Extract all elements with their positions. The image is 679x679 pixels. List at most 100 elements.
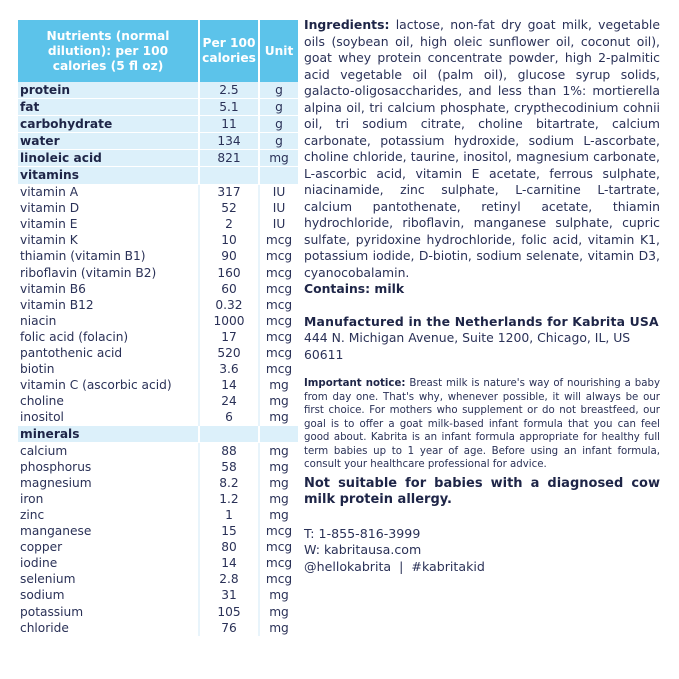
nutrient-value: 821 — [198, 149, 259, 168]
nutrient-value — [198, 425, 259, 444]
nutrient-unit: g — [258, 115, 298, 134]
nutrient-row: choline 24 mg — [18, 393, 298, 410]
nutrient-unit: mcg — [258, 361, 298, 378]
nutrient-value: 11 — [198, 115, 259, 134]
nutrient-value: 317 — [198, 184, 259, 201]
nutrient-value: 520 — [198, 345, 259, 362]
nutrient-row: biotin 3.6 mcg — [18, 361, 298, 378]
nutrient-name: vitamins — [18, 166, 199, 185]
section-header-row: minerals — [18, 425, 298, 444]
nutrient-row: vitamin D 52 IU — [18, 200, 298, 217]
nutrient-unit: g — [258, 132, 298, 151]
nutrient-row: potassium 105 mg — [18, 604, 298, 621]
nutrient-value: 1000 — [198, 313, 259, 330]
nutrient-unit: mcg — [258, 571, 298, 588]
nutrient-name: copper — [20, 540, 63, 555]
header-unit: Unit — [259, 20, 298, 82]
nutrient-value: 14 — [198, 377, 259, 394]
nutrient-value: 8.2 — [198, 475, 259, 492]
nutrient-unit: mg — [258, 587, 298, 604]
nutrient-unit: mcg — [258, 248, 298, 266]
nutrient-name: calcium — [20, 443, 68, 458]
nutrient-value: 58 — [198, 459, 259, 476]
nutrient-value: 160 — [198, 265, 259, 282]
allergen-contains: Contains: milk — [304, 281, 405, 296]
nutrient-value: 90 — [198, 248, 259, 266]
header-per-100-calories: Per 100 calories — [199, 20, 260, 82]
nutrient-unit: mcg — [258, 523, 298, 540]
nutrient-row: iron 1.2 mg — [18, 491, 298, 508]
nutrient-unit: mcg — [258, 281, 298, 298]
nutrient-unit: mg — [258, 377, 298, 394]
nutrient-name: pantothenic acid — [20, 346, 123, 361]
nutrient-name: magnesium — [20, 475, 92, 490]
nutrient-name: vitamin K — [20, 233, 78, 248]
nutrient-unit: mg — [258, 507, 298, 524]
contact-info: T: 1-855-816-3999 W: kabritausa.com @hel… — [304, 526, 660, 576]
important-notice: Important notice: Breast milk is nature'… — [304, 377, 660, 472]
nutrient-unit: mcg — [258, 345, 298, 362]
nutrient-unit: IU — [258, 200, 298, 217]
nutrient-name: biotin — [20, 362, 55, 377]
nutrient-value: 1.2 — [198, 491, 259, 508]
nutrient-name: vitamin B12 — [20, 297, 94, 312]
nutrient-row: riboflavin (vitamin B2) 160 mcg — [18, 265, 298, 282]
nutrient-unit: mcg — [258, 297, 298, 314]
nutrient-unit: mg — [258, 475, 298, 492]
nutrient-value: 15 — [198, 523, 259, 540]
table-header: Nutrients (normal dilution): per 100 cal… — [18, 20, 298, 82]
nutrient-name: niacin — [20, 313, 57, 328]
nutrient-row: water 134 g — [18, 132, 298, 151]
nutrient-name: choline — [20, 394, 64, 409]
nutrient-name: zinc — [20, 507, 45, 522]
nutrient-value: 134 — [198, 132, 259, 151]
nutrient-row: vitamin B6 60 mcg — [18, 281, 298, 298]
nutrient-value: 80 — [198, 539, 259, 556]
nutrient-row: folic acid (folacin) 17 mcg — [18, 329, 298, 346]
nutrient-unit: mg — [258, 620, 298, 637]
nutrient-row: vitamin C (ascorbic acid) 14 mg — [18, 377, 298, 394]
nutrient-name: water — [18, 132, 199, 151]
website: W: kabritausa.com — [304, 542, 422, 557]
nutrient-value: 60 — [198, 281, 259, 298]
nutrient-name: linoleic acid — [18, 149, 199, 168]
nutrient-unit: mcg — [258, 555, 298, 572]
nutrient-unit: IU — [258, 216, 298, 233]
nutrient-name: riboflavin (vitamin B2) — [20, 265, 157, 280]
info-column: Ingredients: lactose, non-fat dry goat m… — [304, 17, 660, 575]
nutrient-value: 10 — [198, 232, 259, 249]
nutrient-row: niacin 1000 mcg — [18, 313, 298, 330]
nutrient-name: selenium — [20, 572, 76, 587]
nutrient-unit: mcg — [258, 313, 298, 330]
nutrient-unit: mg — [258, 149, 298, 168]
nutrient-row: pantothenic acid 520 mcg — [18, 345, 298, 362]
ingredients: Ingredients: lactose, non-fat dry goat m… — [304, 17, 660, 281]
nutrient-name: iron — [20, 491, 44, 506]
nutrient-row: manganese 15 mcg — [18, 523, 298, 540]
nutrient-value: 0.32 — [198, 297, 259, 314]
nutrient-row: thiamin (vitamin B1) 90 mcg — [18, 248, 298, 266]
ingredients-label: Ingredients: — [304, 17, 390, 32]
nutrient-value: 17 — [198, 329, 259, 346]
header-nutrients: Nutrients (normal dilution): per 100 cal… — [18, 20, 200, 82]
nutrient-row: inositol 6 mg — [18, 409, 298, 426]
nutrient-value: 24 — [198, 393, 259, 410]
nutrition-table: Nutrients (normal dilution): per 100 cal… — [18, 20, 298, 637]
nutrient-row: selenium 2.8 mcg — [18, 571, 298, 588]
nutrient-value: 31 — [198, 587, 259, 604]
manufacturer-line: Manufactured in the Netherlands for Kabr… — [304, 313, 659, 329]
nutrient-row: calcium 88 mg — [18, 442, 298, 460]
nutrient-unit: g — [258, 82, 298, 100]
nutrient-row: fat 5.1 g — [18, 98, 298, 117]
nutrient-row: protein 2.5 g — [18, 82, 298, 100]
nutrient-name: manganese — [20, 524, 92, 539]
nutrient-unit: mg — [258, 459, 298, 476]
nutrient-name: vitamin B6 — [20, 281, 86, 296]
nutrient-value: 2.8 — [198, 571, 259, 588]
social-handles: @hellokabrita | #kabritakid — [304, 558, 485, 574]
nutrient-name: iodine — [20, 556, 58, 571]
nutrient-value: 105 — [198, 604, 259, 621]
nutrient-row: vitamin E 2 IU — [18, 216, 298, 233]
nutrient-value: 2 — [198, 216, 259, 233]
nutrient-name: sodium — [20, 588, 65, 603]
